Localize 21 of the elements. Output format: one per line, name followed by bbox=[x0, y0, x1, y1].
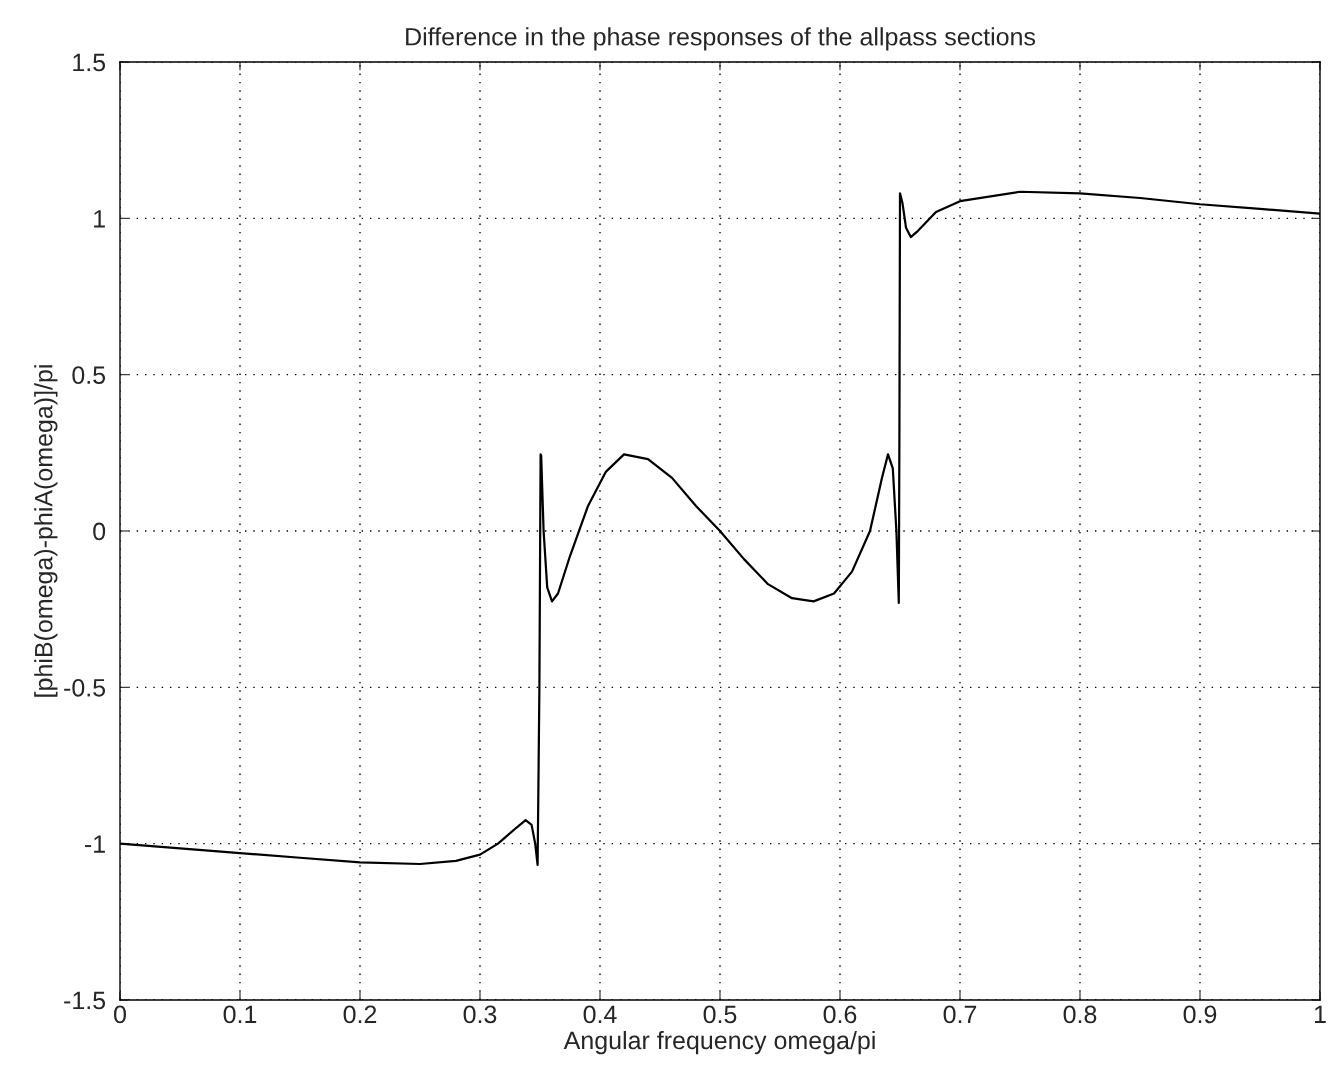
y-tick-label: -1.5 bbox=[64, 991, 106, 1010]
x-tick-label: 0.1 bbox=[223, 1005, 257, 1024]
y-tick-label: -0.5 bbox=[64, 678, 106, 697]
y-tick-label: 0.5 bbox=[72, 366, 106, 384]
x-tick-label: 0.2 bbox=[343, 1005, 377, 1024]
x-tick-label: 0 bbox=[114, 1005, 126, 1024]
x-tick-label: 0.5 bbox=[703, 1005, 737, 1024]
x-tick-label: 1 bbox=[1314, 1005, 1326, 1023]
x-tick-label: 0.3 bbox=[463, 1005, 497, 1024]
chart-title: Difference in the phase responses of the allpass sections bbox=[406, 27, 1036, 51]
x-tick-label: 0.7 bbox=[943, 1005, 977, 1024]
y-tick-label: 1.5 bbox=[73, 53, 106, 72]
y-tick-label: 1 bbox=[94, 210, 105, 228]
x-tick-label: 0.9 bbox=[1183, 1005, 1217, 1024]
x-tick-label: 0.6 bbox=[823, 1005, 857, 1024]
x-tick-label: 0.4 bbox=[583, 1005, 617, 1024]
x-axis-title: Angular frequency omega/pi bbox=[563, 1030, 875, 1055]
y-tick-label: 0 bbox=[93, 522, 106, 541]
y-tick-label: -1 bbox=[84, 835, 105, 853]
y-axis-title: [phiB(omega)-phiA(omega)]/pi bbox=[34, 365, 58, 697]
x-tick-label: 0.8 bbox=[1063, 1005, 1097, 1024]
